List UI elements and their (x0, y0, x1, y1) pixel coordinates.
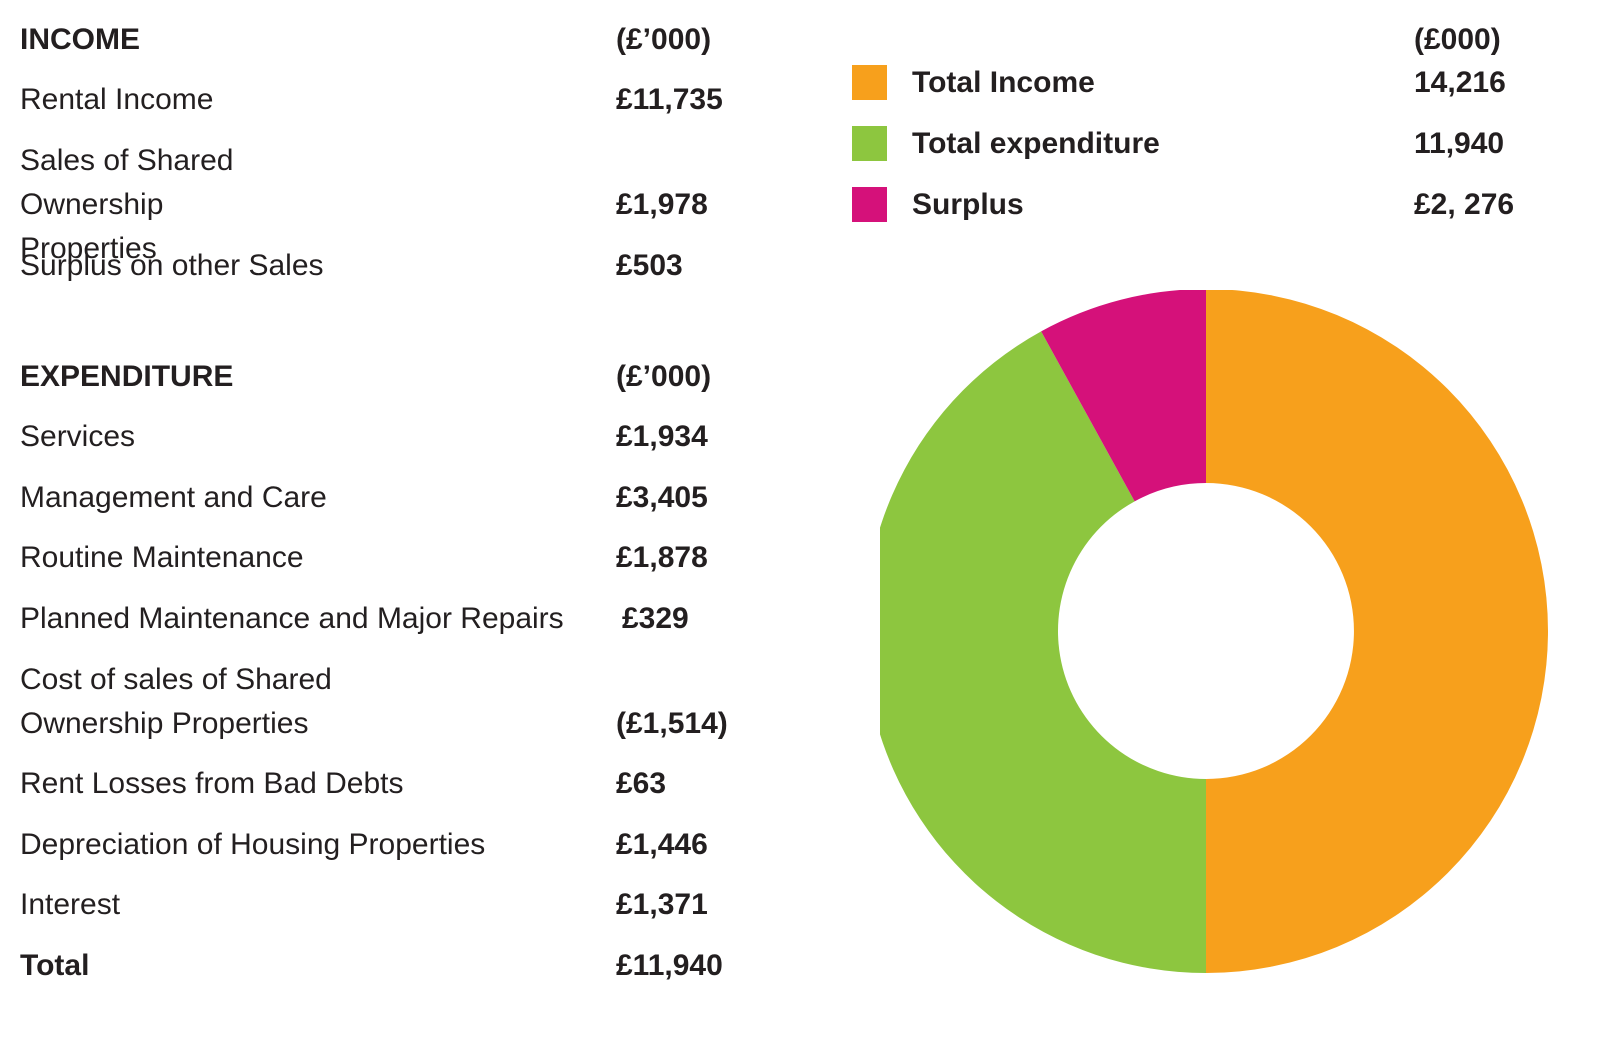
legend-item-surplus: Surplus £2, 276 (852, 183, 1552, 227)
legend-label: Surplus (912, 188, 1024, 221)
expenditure-row-value: (£1,514) (616, 707, 728, 740)
income-row-label: Sales of Shared Ownership Properties (20, 144, 234, 265)
expenditure-row-value: £63 (616, 767, 667, 800)
expenditure-row-label: Routine Maintenance (20, 541, 304, 574)
legend-swatch-total-expenditure (852, 126, 887, 161)
expenditure-row-label: Planned Maintenance and Major Repairs (20, 602, 564, 635)
expenditure-row-label: Rent Losses from Bad Debts (20, 767, 404, 800)
legend-swatch-total-income (852, 65, 887, 100)
expenditure-row-value: £1,878 (616, 541, 708, 574)
income-row-value: £503 (616, 249, 683, 282)
legend-value: 11,940 (1414, 127, 1505, 160)
expenditure-row-value: £329 (622, 602, 689, 635)
expenditure-row: Cost of sales of Shared Ownership Proper… (20, 658, 780, 746)
donut-slice-total-income (1206, 290, 1548, 973)
income-unit: (£’000) (616, 23, 712, 56)
legend-item-total-expenditure: Total expenditure 11,940 (852, 122, 1552, 166)
expenditure-heading: EXPENDITURE (20, 360, 234, 393)
expenditure-row-value: £1,934 (616, 420, 708, 453)
legend-value: 14,216 (1414, 66, 1506, 99)
expenditure-row-label: Management and Care (20, 481, 327, 514)
legend-item-total-income: Total Income 14,216 (852, 61, 1552, 105)
expenditure-row-label: Depreciation of Housing Properties (20, 828, 486, 861)
donut-slice-total-expenditure (880, 331, 1206, 973)
income-row-value: £11,735 (616, 83, 723, 116)
expenditure-row-value: £3,405 (616, 481, 708, 514)
expenditure-total-value: £11,940 (616, 949, 723, 982)
expenditure-row-value: £1,371 (616, 888, 708, 921)
legend-label: Total Income (912, 66, 1095, 99)
donut-chart (880, 290, 1548, 973)
legend-value: £2, 276 (1414, 188, 1515, 221)
expenditure-row-value: £1,446 (616, 828, 708, 861)
income-heading: INCOME (20, 23, 140, 56)
expenditure-row-label: Services (20, 420, 136, 453)
legend-label: Total expenditure (912, 127, 1160, 160)
income-row: Sales of Shared Ownership Properties £1,… (20, 139, 780, 265)
income-row-value: £1,978 (616, 188, 708, 221)
expenditure-row-label: Cost of sales of Shared Ownership Proper… (20, 663, 332, 740)
income-row-label: Surplus on other Sales (20, 249, 324, 282)
expenditure-unit: (£’000) (616, 360, 712, 393)
donut-slice-surplus (1041, 290, 1206, 502)
expenditure-row-label: Interest (20, 888, 121, 921)
income-row-label: Rental Income (20, 83, 214, 116)
expenditure-total-label: Total (20, 949, 90, 982)
legend-swatch-surplus (852, 187, 887, 222)
legend-unit: (£000) (1414, 23, 1501, 56)
